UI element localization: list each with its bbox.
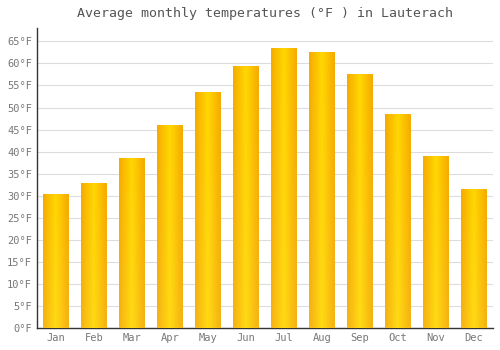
Title: Average monthly temperatures (°F ) in Lauterach: Average monthly temperatures (°F ) in La… — [77, 7, 453, 20]
